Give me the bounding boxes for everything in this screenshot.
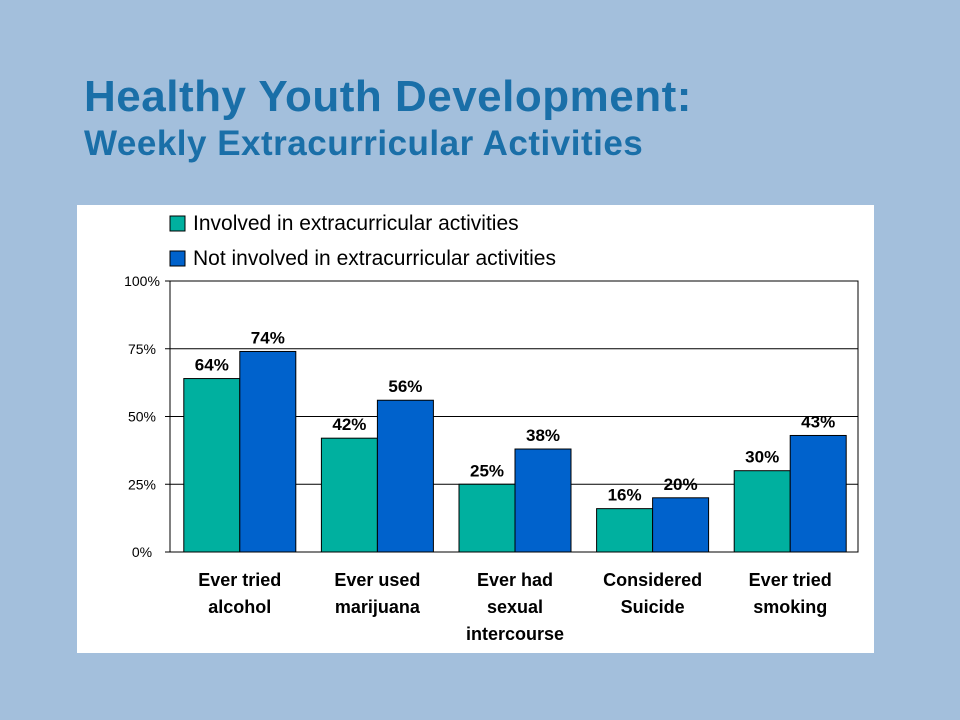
data-label: 16% [608, 486, 642, 505]
legend-swatch [169, 250, 186, 267]
bar [239, 350, 297, 553]
bar [596, 508, 654, 553]
y-tick-label: 100% [124, 273, 160, 289]
bar [652, 497, 710, 553]
data-label: 56% [388, 377, 422, 396]
x-tick-label: sexual [487, 597, 543, 617]
slide-subtitle: Weekly Extracurricular Activities [84, 124, 644, 163]
legend-label: Involved in extracurricular activities [193, 212, 519, 235]
y-tick-label: 25% [128, 476, 156, 492]
x-tick-label: intercourse [466, 624, 564, 644]
data-label: 64% [195, 356, 229, 375]
data-label: 30% [745, 448, 779, 467]
bar [458, 483, 516, 553]
bar-chart: 0% 25% 50% 75% 100% 64% 74% Ever tried alcohol 42… [124, 212, 859, 644]
y-tick-label: 75% [128, 341, 156, 357]
data-label: 74% [251, 328, 285, 347]
x-tick-label: Ever tried [749, 570, 832, 590]
legend-swatch [169, 215, 186, 232]
bar [320, 437, 378, 553]
bar [733, 470, 791, 553]
data-label: 43% [801, 412, 835, 431]
x-tick-label: Ever tried [198, 570, 281, 590]
bar [183, 378, 241, 553]
chart-panel: 0% 25% 50% 75% 100% 64% 74% Ever tried alcohol 42… [77, 205, 874, 653]
x-tick-label: marijuana [335, 597, 421, 617]
x-tick-label: smoking [753, 597, 827, 617]
x-tick-label: alcohol [208, 597, 271, 617]
x-tick-label: Considered [603, 570, 702, 590]
bar [376, 399, 434, 553]
y-tick-label: 50% [128, 409, 156, 425]
x-tick-label: Ever had [477, 570, 553, 590]
legend-label: Not involved in extracurricular activiti… [193, 247, 556, 270]
title-block: Healthy Youth Development: Weekly Extrac… [84, 72, 692, 166]
bar [514, 448, 572, 553]
slide-title: Healthy Youth Development: [84, 72, 692, 121]
y-tick-label: 0% [132, 544, 152, 560]
data-label: 20% [664, 475, 698, 494]
x-tick-label: Suicide [621, 597, 685, 617]
bar [789, 434, 847, 553]
data-label: 38% [526, 426, 560, 445]
data-label: 42% [332, 415, 366, 434]
data-label: 25% [470, 461, 504, 480]
x-tick-label: Ever used [334, 570, 420, 590]
